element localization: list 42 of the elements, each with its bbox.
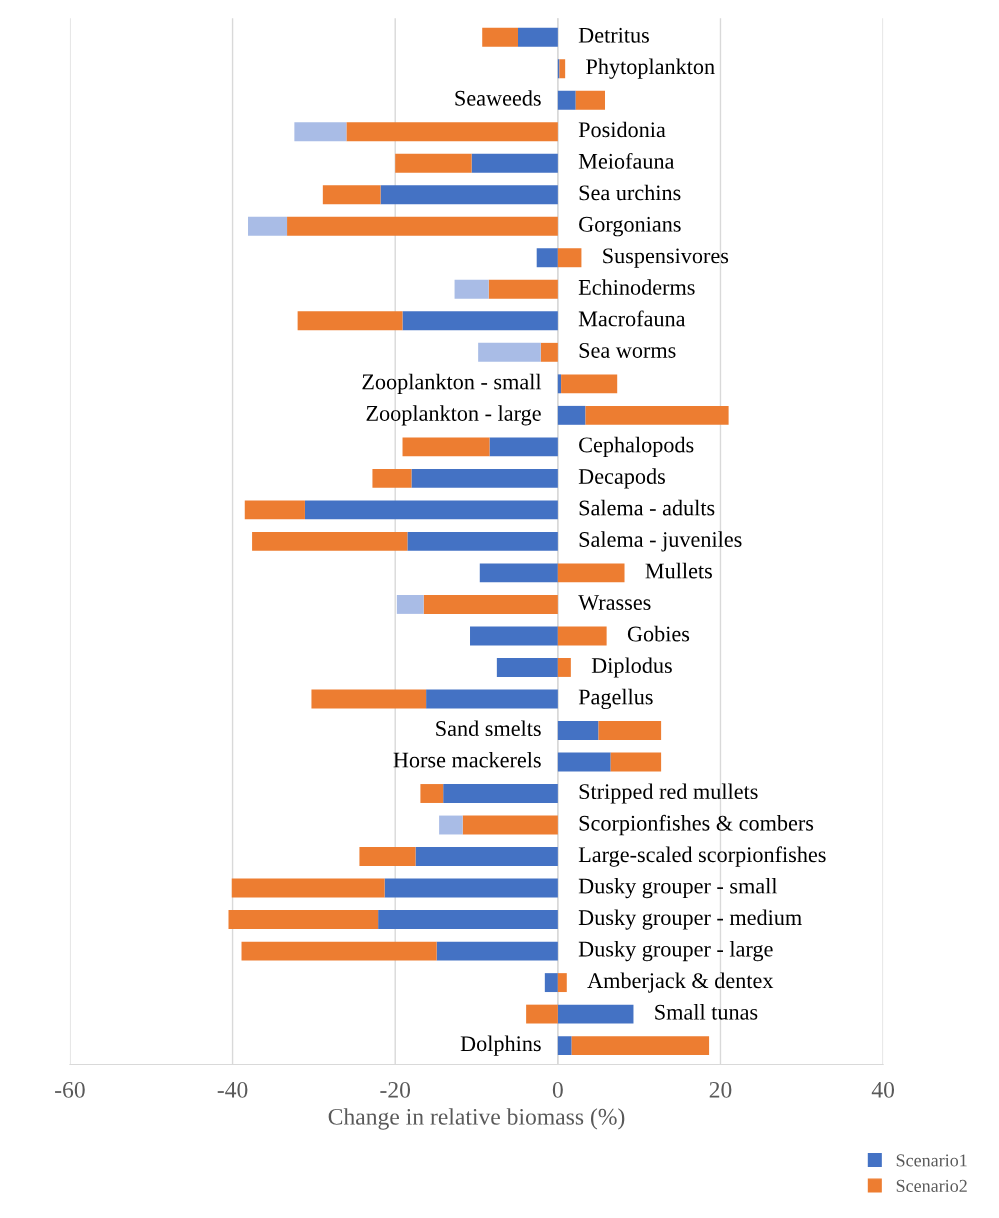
legend-label: Scenario2 (896, 1179, 967, 1192)
y-tick-label: Pagellus (578, 688, 653, 710)
y-tick-label: Salema - juveniles (579, 531, 742, 552)
x-tick-label: -20 (380, 1081, 411, 1098)
y-tick-label: Suspensivores (603, 248, 729, 268)
y-tick-label: Macrofauna (578, 310, 686, 327)
y-tick-label: Large-scaled scorpionfishes (578, 846, 826, 867)
y-tick-label: Posidonia (578, 121, 666, 138)
y-tick-label: Echinoderms (578, 279, 695, 295)
y-tick-label: Diplodus (591, 657, 672, 678)
y-tick-label: Zooplankton - small (362, 373, 542, 394)
y-tick-label: Decapods (578, 468, 665, 489)
y-tick-label: Dusky grouper - medium (578, 909, 802, 930)
legend-label: Scenario1 (896, 1154, 967, 1167)
y-tick-label: Dolphins (460, 1035, 541, 1056)
y-tick-label: Small tunas (655, 1004, 758, 1020)
y-tick-label: Sand smelts (436, 720, 541, 737)
x-axis-title: Change in relative biomass (%) (328, 1108, 625, 1130)
x-tick-label: 0 (552, 1081, 563, 1098)
y-tick-label: Sea urchins (579, 184, 681, 201)
y-tick-label: Mullets (645, 562, 712, 579)
y-tick-label: Sea worms (579, 342, 676, 358)
y-tick-label: Amberjack & dentex (587, 972, 774, 993)
y-tick-label: Gorgonians (579, 216, 681, 237)
y-tick-label: Scorpionfishes & combers (579, 814, 814, 836)
x-tick-label: 20 (709, 1081, 732, 1098)
y-tick-label: Detritus (578, 27, 649, 43)
y-tick-label: Dusky grouper - large (578, 940, 773, 962)
y-tick-label: Horse mackerels (393, 751, 541, 768)
x-tick-label: 40 (871, 1081, 895, 1098)
y-tick-label: Zooplankton - large (366, 405, 541, 426)
y-tick-label: Gobies (627, 625, 690, 642)
y-tick-label: Wrasses (578, 595, 651, 611)
y-tick-label: Dusky grouper - small (578, 877, 778, 899)
y-tick-label: Meiofauna (578, 152, 675, 169)
y-tick-label: Stripped red mullets (579, 783, 758, 804)
y-tick-label: Salema - adults (579, 499, 715, 516)
x-tick-label: -40 (217, 1081, 248, 1098)
y-tick-label: Cephalopods (579, 436, 694, 457)
y-tick-label: Seaweeds (455, 90, 541, 106)
x-tick-label: -60 (55, 1081, 85, 1098)
y-tick-label: Phytoplankton (586, 58, 715, 79)
